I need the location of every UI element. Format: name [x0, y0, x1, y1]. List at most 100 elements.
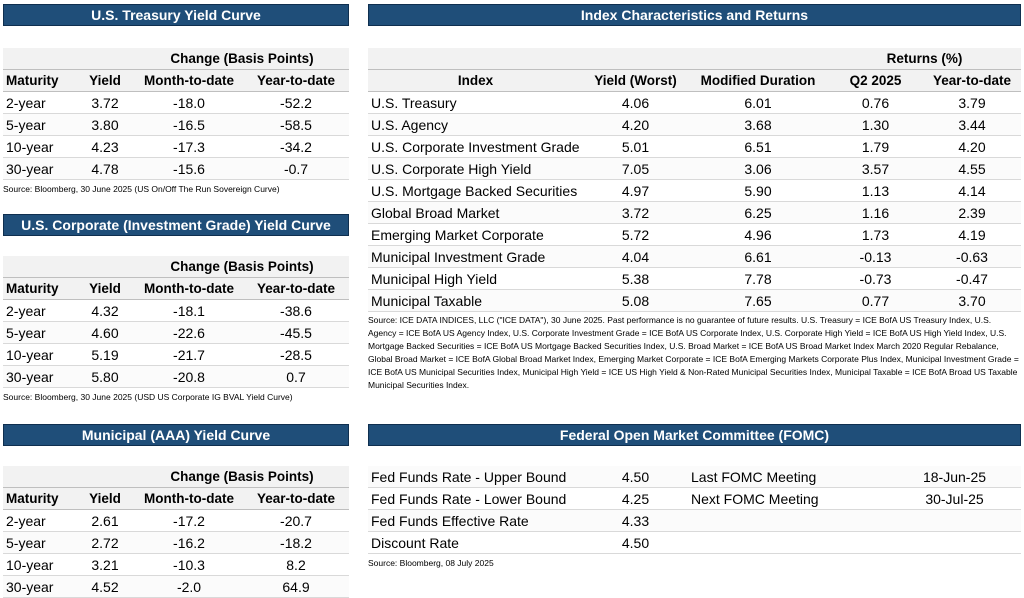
municipal-col-maturity: Maturity — [3, 487, 75, 510]
treasury-title: U.S. Treasury Yield Curve — [3, 4, 349, 26]
treasury-cell: 4.23 — [75, 135, 135, 158]
treasury-cell: -16.5 — [135, 113, 243, 136]
treasury-cell: -52.2 — [243, 91, 349, 114]
fomc-cell: 4.50 — [583, 466, 688, 488]
index-cell: 1.13 — [828, 179, 923, 202]
corporate-col-maturity: Maturity — [3, 277, 75, 300]
treasury-cell: 3.80 — [75, 113, 135, 136]
index-cell: 5.72 — [583, 223, 688, 246]
corporate-group-header: Change (Basis Points) — [135, 256, 349, 278]
index-cell: U.S. Treasury — [368, 91, 583, 114]
index-cell: 4.06 — [583, 91, 688, 114]
index-cell: 1.79 — [828, 135, 923, 158]
index-cell: 5.90 — [688, 179, 828, 202]
treasury-col-ytd: Year-to-date — [243, 69, 349, 92]
index-row: U.S. Corporate High Yield 7.05 3.06 3.57 4.5… — [368, 157, 1022, 180]
treasury-row: 10-year 4.23 -17.3 -34.2 — [3, 135, 349, 158]
corporate-cell: 5-year — [3, 321, 75, 344]
municipal-col-yield: Yield — [75, 487, 135, 510]
index-cell: 4.04 — [583, 245, 688, 268]
treasury-cell: 3.72 — [75, 91, 135, 114]
index-cell: 3.70 — [923, 289, 1022, 312]
fomc-cell: Next FOMC Meeting — [688, 487, 888, 510]
index-cell: U.S. Corporate Investment Grade — [368, 135, 583, 158]
municipal-cell: 30-year — [3, 575, 75, 598]
fomc-row: Fed Funds Rate - Lower Bound 4.25 Next FOM… — [368, 487, 1021, 510]
fomc-cell — [688, 509, 888, 532]
fomc-cell: 30-Jul-25 — [888, 487, 1021, 510]
index-cell: -0.73 — [828, 267, 923, 290]
fomc-cell: Fed Funds Effective Rate — [368, 509, 583, 532]
treasury-col-mtd: Month-to-date — [135, 69, 243, 92]
municipal-group-header: Change (Basis Points) — [135, 466, 349, 488]
treasury-cell: 10-year — [3, 135, 75, 158]
treasury-col-yield: Yield — [75, 69, 135, 92]
index-cell: 3.72 — [583, 201, 688, 224]
corporate-cell: 4.32 — [75, 299, 135, 322]
index-cell: -0.63 — [923, 245, 1022, 268]
fomc-cell: 18-Jun-25 — [888, 466, 1021, 488]
index-cell: -0.47 — [923, 267, 1022, 290]
index-group-header: Returns (%) — [828, 48, 1022, 70]
treasury-cell: -15.6 — [135, 157, 243, 180]
municipal-cell: 10-year — [3, 553, 75, 576]
treasury-source: Source: Bloomberg, 30 June 2025 (US On/O… — [3, 184, 280, 194]
corporate-title: U.S. Corporate (Investment Grade) Yield … — [3, 214, 349, 236]
index-cell: U.S. Agency — [368, 113, 583, 136]
index-row: Global Broad Market 3.72 6.25 1.16 2.39 — [368, 201, 1022, 224]
index-cell: -0.13 — [828, 245, 923, 268]
municipal-cell: 3.21 — [75, 553, 135, 576]
municipal-table: Change (Basis Points) Maturity Yield Mon… — [3, 466, 349, 598]
index-cell: Municipal High Yield — [368, 267, 583, 290]
municipal-row: 30-year 4.52 -2.0 64.9 — [3, 575, 349, 598]
treasury-panel: U.S. Treasury Yield Curve Change (Basis … — [3, 4, 349, 196]
corporate-cell: -20.8 — [135, 365, 243, 388]
corporate-cell: 4.60 — [75, 321, 135, 344]
index-cell: 1.30 — [828, 113, 923, 136]
municipal-col-ytd: Year-to-date — [243, 487, 349, 510]
corporate-col-ytd: Year-to-date — [243, 277, 349, 300]
index-cell: 4.55 — [923, 157, 1022, 180]
index-cell: 7.65 — [688, 289, 828, 312]
fomc-row: Fed Funds Effective Rate 4.33 — [368, 509, 1021, 532]
corporate-cell: -45.5 — [243, 321, 349, 344]
index-cell: Global Broad Market — [368, 201, 583, 224]
index-cell: 3.68 — [688, 113, 828, 136]
municipal-cell: -18.2 — [243, 531, 349, 554]
index-source: Source: ICE DATA INDICES, LLC ("ICE DATA… — [368, 315, 1019, 390]
index-title: Index Characteristics and Returns — [368, 4, 1021, 26]
fomc-cell: Last FOMC Meeting — [688, 466, 888, 488]
fomc-cell: Discount Rate — [368, 531, 583, 554]
index-cell: 5.01 — [583, 135, 688, 158]
municipal-cell: -20.7 — [243, 509, 349, 532]
index-cell: 4.97 — [583, 179, 688, 202]
treasury-cell: 5-year — [3, 113, 75, 136]
index-col-yield: Yield (Worst) — [583, 69, 688, 92]
municipal-cell: 2.61 — [75, 509, 135, 532]
index-cell: Municipal Taxable — [368, 289, 583, 312]
index-cell: 5.38 — [583, 267, 688, 290]
treasury-row: 5-year 3.80 -16.5 -58.5 — [3, 113, 349, 136]
fomc-table: Fed Funds Rate - Upper Bound 4.50 Last FOM… — [368, 466, 1021, 554]
index-cell: U.S. Mortgage Backed Securities — [368, 179, 583, 202]
index-col-name: Index — [368, 69, 583, 92]
index-cell: 0.77 — [828, 289, 923, 312]
treasury-cell: 2-year — [3, 91, 75, 114]
treasury-col-maturity: Maturity — [3, 69, 75, 92]
corporate-row: 10-year 5.19 -21.7 -28.5 — [3, 343, 349, 366]
index-cell: 2.39 — [923, 201, 1022, 224]
index-col-duration: Modified Duration — [688, 69, 828, 92]
municipal-cell: 64.9 — [243, 575, 349, 598]
municipal-cell: 2-year — [3, 509, 75, 532]
municipal-title: Municipal (AAA) Yield Curve — [3, 424, 349, 446]
municipal-col-mtd: Month-to-date — [135, 487, 243, 510]
index-cell: 0.76 — [828, 91, 923, 114]
fomc-cell — [888, 509, 1021, 532]
fomc-row: Discount Rate 4.50 — [368, 531, 1021, 554]
corporate-table: Change (Basis Points) Maturity Yield Mon… — [3, 256, 349, 388]
index-cell: 3.79 — [923, 91, 1022, 114]
corporate-cell: -22.6 — [135, 321, 243, 344]
index-cell: 6.01 — [688, 91, 828, 114]
index-cell: 4.20 — [583, 113, 688, 136]
index-row: U.S. Treasury 4.06 6.01 0.76 3.79 — [368, 91, 1022, 114]
